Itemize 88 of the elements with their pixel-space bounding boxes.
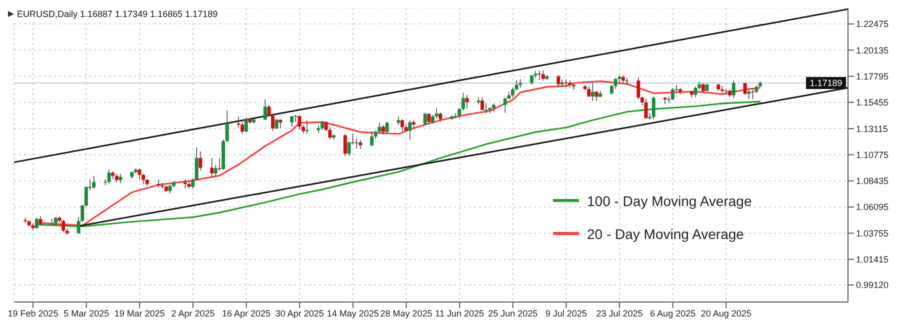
candlestick	[732, 80, 736, 99]
y-tick-label: 1.15455	[856, 98, 889, 108]
candlestick	[538, 70, 542, 81]
x-tick-label: 25 Jun 2025	[488, 308, 538, 318]
x-tick-label: 19 Mar 2025	[114, 308, 165, 318]
candlestick	[652, 96, 656, 120]
candlestick	[210, 158, 214, 178]
candlestick	[62, 219, 66, 233]
candlestick	[670, 88, 674, 101]
candlestick	[92, 176, 96, 190]
candlestick	[663, 96, 667, 105]
x-tick-label: 30 Apr 2025	[275, 308, 324, 318]
y-tick-label: 1.03755	[856, 228, 889, 238]
candlestick	[118, 173, 122, 184]
candlestick	[541, 70, 545, 82]
x-tick-label: 6 Aug 2025	[650, 308, 696, 318]
candlestick	[347, 141, 351, 156]
candlestick	[358, 139, 362, 150]
candlestick	[594, 90, 598, 102]
x-tick-label: 2 Apr 2025	[171, 308, 215, 318]
candlestick	[556, 74, 560, 88]
candlestick	[274, 118, 278, 130]
candlestick	[480, 96, 484, 111]
y-tick-label: 1.10775	[856, 150, 889, 160]
candlestick	[263, 98, 267, 121]
candlestick	[438, 112, 442, 122]
candlestick	[465, 94, 469, 110]
candlestick	[34, 218, 38, 230]
candlestick	[156, 179, 160, 188]
candlestick	[434, 108, 438, 119]
ref-line-label: 1.17189	[810, 78, 842, 88]
candlestick	[316, 124, 320, 134]
candlestick	[644, 98, 648, 119]
legend-label: 100 - Day Moving Average	[587, 192, 752, 208]
y-tick-label: 1.13115	[856, 124, 888, 134]
candlestick	[636, 76, 640, 100]
candlestick	[400, 118, 404, 132]
candlestick	[183, 178, 187, 189]
candlestick	[423, 112, 427, 126]
candlestick	[381, 124, 385, 135]
x-tick-label: 28 May 2025	[380, 308, 432, 318]
x-tick-label: 14 May 2025	[326, 308, 379, 318]
y-tick-label: 1.20135	[856, 45, 889, 56]
candlestick	[625, 78, 629, 85]
candlestick	[320, 120, 324, 130]
candlestick	[724, 88, 728, 95]
candlestick	[743, 82, 747, 96]
candlestick	[614, 78, 618, 90]
candlestick	[370, 130, 374, 148]
candlestick	[427, 113, 431, 124]
candlestick	[298, 115, 302, 130]
candlestick	[750, 89, 754, 100]
candlestick	[198, 151, 202, 172]
candlestick	[530, 74, 534, 85]
candlestick	[305, 120, 309, 134]
y-tick-label: 1.17795	[856, 71, 889, 82]
y-tick-label: 0.99120	[856, 280, 889, 290]
candlestick	[107, 168, 111, 184]
y-tick-label: 1.08435	[856, 176, 889, 186]
candlestick	[476, 96, 480, 105]
candlestick	[50, 218, 54, 226]
x-tick-label: 20 Aug 2025	[700, 308, 752, 318]
candlestick	[385, 120, 389, 133]
candlestick	[587, 86, 591, 98]
candlestick	[343, 134, 347, 157]
legend-label: 20 - Day Moving Average	[587, 226, 744, 242]
candlestick	[484, 102, 488, 114]
candlestick	[590, 82, 594, 102]
candlestick	[701, 82, 705, 94]
y-tick-label: 1.01415	[856, 254, 889, 265]
candlestick	[218, 158, 222, 172]
candlestick	[244, 117, 248, 132]
x-tick-label: 16 Apr 2025	[222, 308, 271, 318]
candlestick	[354, 138, 358, 149]
y-tick-label: 1.06095	[856, 202, 889, 212]
x-tick-label: 5 Mar 2025	[64, 308, 110, 318]
x-tick-label: 9 Jul 2025	[545, 308, 587, 318]
x-tick-label: 11 Jun 2025	[435, 308, 484, 318]
candlestick	[88, 179, 92, 191]
candlestick	[160, 182, 164, 190]
x-tick-label: 23 Jul 2025	[596, 308, 643, 318]
candlestick	[747, 89, 751, 100]
y-tick-label: 1.22475	[856, 19, 889, 30]
x-tick-label: 19 Feb 2025	[8, 308, 58, 318]
candlestick	[408, 120, 412, 140]
candlestick	[290, 115, 294, 128]
chart-title: EURUSD,Daily 1.16887 1.17349 1.16865 1.17189	[17, 9, 218, 19]
candlestick	[694, 86, 698, 98]
